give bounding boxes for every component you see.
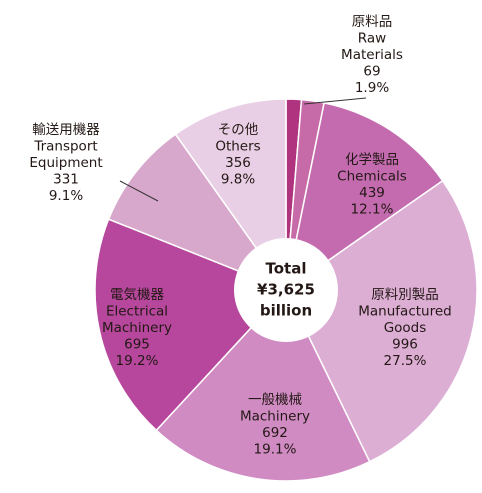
value-label: 356 [225, 155, 251, 171]
slice-label: 原料別製品 [371, 287, 439, 303]
slice-label: Equipment [29, 155, 102, 171]
value-label: 69 [363, 64, 380, 80]
slice-label: 一般機械 [248, 392, 302, 408]
slice-label: 電気機器 [110, 287, 164, 303]
slice-label: その他 [218, 122, 259, 138]
slice [284, 101, 444, 292]
center-label: ¥3,625 [257, 281, 315, 299]
center-hole [234, 238, 338, 342]
percent-label: 9.8% [221, 172, 255, 188]
slice-label: Electrical [106, 304, 168, 320]
slice-label: Others [215, 139, 260, 155]
slice [107, 133, 289, 292]
value-label: 331 [53, 172, 79, 188]
percent-label: 12.1% [351, 202, 394, 218]
slice-label: Materials [341, 47, 403, 63]
slice-label: Machinery [102, 320, 172, 336]
slice-label: 化学製品 [345, 152, 399, 168]
center-label: Total [266, 260, 307, 278]
leader-line [119, 180, 159, 202]
slice-label: 輸送用機器 [32, 122, 100, 138]
slice [285, 179, 478, 463]
slice-label: Transport [33, 139, 97, 155]
slice-label: 原料品 [352, 14, 393, 30]
slice-label: Chemicals [337, 169, 407, 185]
percent-label: 9.1% [49, 188, 83, 204]
percent-label: 27.5% [384, 353, 427, 369]
center-label: billion [260, 302, 312, 320]
percent-label: 1.9% [355, 80, 389, 96]
value-label: 692 [262, 425, 288, 441]
percent-label: 19.1% [254, 442, 297, 458]
slice-label: Manufactured [358, 304, 451, 320]
slice [155, 288, 371, 482]
value-label: 996 [392, 337, 418, 353]
slice-label: Raw [358, 31, 386, 47]
slice-label: Goods [384, 320, 427, 336]
value-label: 695 [124, 337, 150, 353]
slice-label: Machinery [240, 409, 310, 425]
value-label: 439 [359, 185, 385, 201]
leader-line [303, 97, 367, 105]
percent-label: 19.2% [116, 353, 159, 369]
slice [174, 98, 287, 293]
